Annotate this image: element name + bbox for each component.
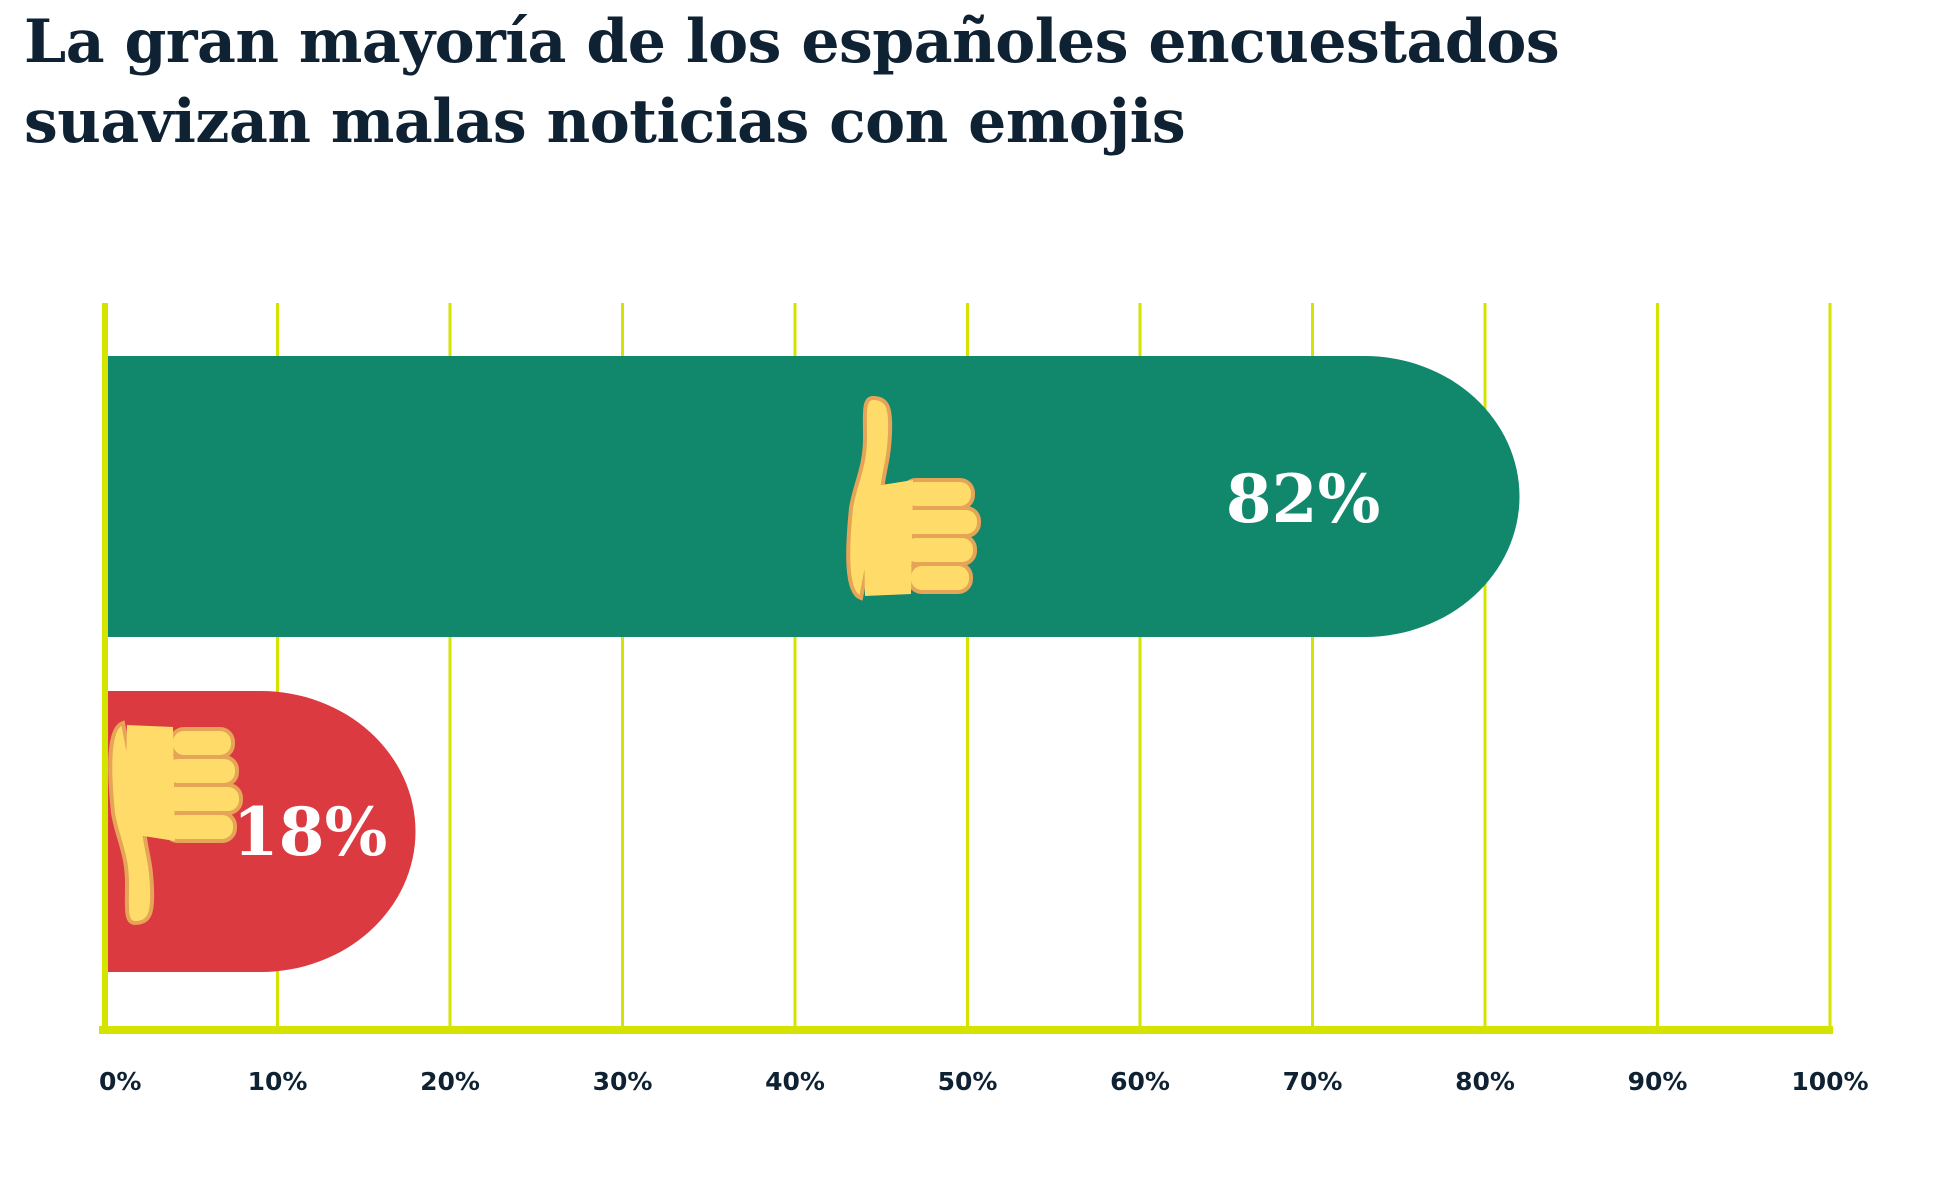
x-tick-label: 20% <box>420 1067 480 1096</box>
x-tick-label: 90% <box>1628 1067 1688 1096</box>
value-label: 82% <box>1226 460 1381 538</box>
bar-thumbs-up <box>108 356 1520 637</box>
x-tick-label: 40% <box>765 1067 825 1096</box>
x-tick-label: 100% <box>1791 1067 1868 1096</box>
x-tick-label: 10% <box>248 1067 308 1096</box>
thumbs-down-icon <box>108 720 243 926</box>
x-tick-label: 70% <box>1283 1067 1343 1096</box>
title-line-1: La gran mayoría de los españoles encuest… <box>24 7 1560 77</box>
x-tick-label: 0% <box>99 1067 141 1096</box>
chart-title: La gran mayoría de los españoles encuest… <box>24 2 1560 162</box>
x-tick-label: 50% <box>938 1067 998 1096</box>
x-tick-label: 60% <box>1110 1067 1170 1096</box>
x-tick-label: 30% <box>593 1067 653 1096</box>
value-label: 18% <box>233 793 388 871</box>
x-tick-label: 80% <box>1455 1067 1515 1096</box>
title-line-2: suavizan malas noticias con emojis <box>24 87 1186 157</box>
thumbs-up-icon <box>846 395 981 601</box>
